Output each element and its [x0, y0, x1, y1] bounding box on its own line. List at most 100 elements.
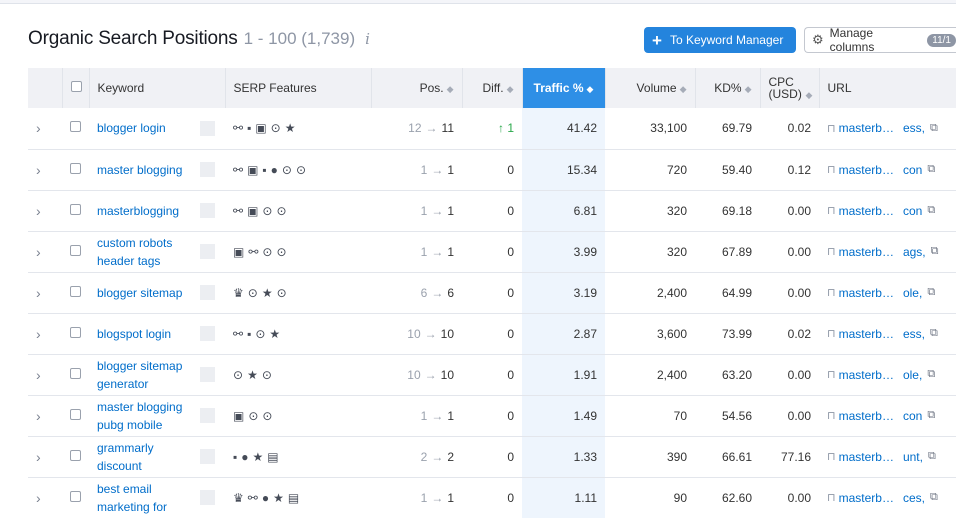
select-cell[interactable]: [62, 436, 89, 477]
faq-icon[interactable]: ●: [270, 162, 282, 177]
expand-cell[interactable]: ›: [28, 354, 62, 395]
info-icon[interactable]: i: [365, 30, 370, 48]
external-link-icon[interactable]: ⧉: [927, 368, 936, 380]
crown-icon[interactable]: ♛: [233, 490, 248, 505]
video-icon[interactable]: ⊙: [248, 408, 263, 423]
to-keyword-manager-button[interactable]: + To Keyword Manager: [644, 27, 796, 53]
keyword-link[interactable]: master blogging: [97, 162, 183, 177]
url-tail[interactable]: ces,: [902, 490, 925, 505]
video-icon[interactable]: ⊙: [261, 367, 276, 382]
keyword-action-icon[interactable]: [200, 162, 215, 177]
url-tail[interactable]: con: [902, 203, 923, 218]
chevron-right-icon[interactable]: ›: [36, 202, 41, 219]
manage-columns-button[interactable]: ⚙ Manage columns 11/1: [804, 26, 956, 54]
star-icon[interactable]: ★: [247, 367, 262, 382]
chevron-right-icon[interactable]: ›: [36, 366, 41, 383]
url-link[interactable]: masterb…: [838, 121, 894, 136]
image-icon[interactable]: ▣: [247, 162, 263, 177]
keyword-link[interactable]: blogger sitemap generator: [97, 358, 183, 391]
question-icon[interactable]: ▪: [247, 121, 256, 136]
expand-cell[interactable]: ›: [28, 231, 62, 272]
keyword-action-icon[interactable]: [200, 449, 215, 464]
keyword-action-icon[interactable]: [200, 244, 215, 259]
row-checkbox[interactable]: [70, 408, 81, 420]
video-icon[interactable]: ⊙: [255, 326, 270, 341]
url-tail[interactable]: ole,: [902, 285, 923, 300]
url-tail[interactable]: ags,: [902, 244, 926, 259]
link-icon[interactable]: ⚯: [247, 490, 262, 505]
chevron-right-icon[interactable]: ›: [36, 325, 41, 342]
row-checkbox[interactable]: [70, 162, 81, 174]
expand-cell[interactable]: ›: [28, 190, 62, 231]
external-link-icon[interactable]: ⧉: [929, 121, 938, 134]
video-icon[interactable]: ⊙: [281, 162, 296, 177]
row-checkbox[interactable]: [70, 244, 81, 256]
question-icon[interactable]: ▪: [233, 449, 242, 464]
external-link-icon[interactable]: ⧉: [930, 245, 939, 257]
keyword-action-icon[interactable]: [200, 203, 215, 218]
image-icon[interactable]: ▣: [233, 244, 249, 259]
col-pos[interactable]: Pos. ◆: [371, 68, 463, 108]
keyword-link[interactable]: custom robots header tags: [97, 235, 173, 268]
url-tail[interactable]: ess,: [902, 121, 925, 136]
row-checkbox[interactable]: [70, 449, 81, 461]
col-volume[interactable]: Volume ◆: [605, 68, 696, 108]
video-icon[interactable]: ⊙: [262, 408, 277, 423]
keyword-action-icon[interactable]: [200, 367, 215, 382]
expand-cell[interactable]: ›: [28, 149, 62, 190]
chevron-right-icon[interactable]: ›: [36, 161, 41, 178]
image-icon[interactable]: ▣: [247, 203, 263, 218]
col-kd[interactable]: KD% ◆: [695, 68, 761, 108]
video-icon[interactable]: ⊙: [276, 244, 291, 259]
video-icon[interactable]: ⊙: [262, 244, 277, 259]
expand-cell[interactable]: ›: [28, 477, 62, 518]
select-cell[interactable]: [62, 354, 89, 395]
url-link[interactable]: masterb…: [838, 490, 894, 505]
keyword-action-icon[interactable]: [200, 326, 215, 341]
url-link[interactable]: masterb…: [838, 367, 894, 382]
select-cell[interactable]: [62, 108, 89, 149]
col-diff[interactable]: Diff. ◆: [462, 68, 523, 108]
url-link[interactable]: masterb…: [838, 244, 894, 259]
row-checkbox[interactable]: [70, 203, 81, 215]
col-traffic[interactable]: Traffic % ◆: [522, 68, 606, 108]
image-icon[interactable]: ▣: [233, 408, 249, 423]
expand-cell[interactable]: ›: [28, 108, 62, 149]
image-icon[interactable]: ▣: [255, 121, 271, 136]
expand-cell[interactable]: ›: [28, 395, 62, 436]
video-icon[interactable]: ⊙: [276, 285, 291, 300]
select-all-checkbox[interactable]: [70, 81, 82, 92]
url-link[interactable]: masterb…: [838, 326, 894, 341]
expand-cell[interactable]: ›: [28, 272, 62, 313]
url-tail[interactable]: unt,: [902, 449, 923, 464]
video-icon[interactable]: ⊙: [247, 285, 262, 300]
url-tail[interactable]: con: [902, 408, 923, 423]
faq-icon[interactable]: ●: [261, 490, 274, 505]
keyword-link[interactable]: blogger sitemap: [97, 285, 183, 300]
url-link[interactable]: masterb…: [838, 285, 894, 300]
col-cpc[interactable]: CPC (USD) ◆: [760, 68, 820, 108]
url-link[interactable]: masterb…: [838, 162, 894, 177]
question-icon[interactable]: ▪: [247, 326, 256, 341]
row-checkbox[interactable]: [70, 490, 81, 502]
keyword-action-icon[interactable]: [200, 120, 215, 136]
expand-cell[interactable]: ›: [28, 436, 62, 477]
link-icon[interactable]: ⚯: [233, 203, 248, 218]
expand-cell[interactable]: ›: [28, 313, 62, 354]
star-icon[interactable]: ★: [273, 490, 288, 505]
chevron-right-icon[interactable]: ›: [36, 489, 41, 506]
url-tail[interactable]: ess,: [902, 326, 925, 341]
star-icon[interactable]: ★: [269, 326, 285, 341]
chevron-right-icon[interactable]: ›: [36, 407, 41, 424]
external-link-icon[interactable]: ⧉: [927, 204, 936, 216]
select-cell[interactable]: [62, 272, 89, 313]
url-link[interactable]: masterb…: [838, 408, 894, 423]
video-icon[interactable]: ⊙: [276, 203, 291, 218]
crown-icon[interactable]: ♛: [233, 285, 248, 300]
url-tail[interactable]: con: [902, 162, 923, 177]
keyword-link[interactable]: blogspot login: [97, 326, 172, 341]
star-icon[interactable]: ★: [252, 449, 268, 464]
chevron-right-icon[interactable]: ›: [36, 448, 41, 465]
star-icon[interactable]: ★: [261, 285, 277, 300]
keyword-link[interactable]: master blogging pubg mobile: [97, 399, 183, 432]
